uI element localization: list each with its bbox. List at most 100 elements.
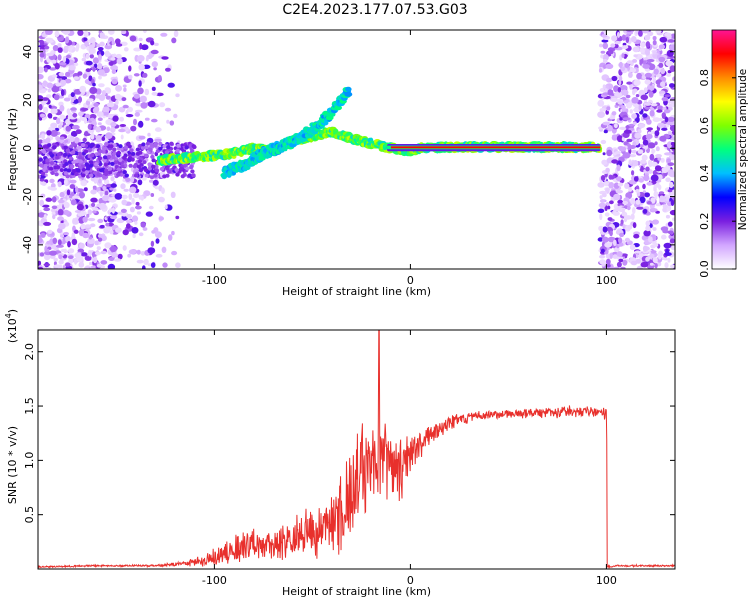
noise-cell	[85, 68, 92, 73]
noise-cell	[71, 232, 76, 239]
noise-cell	[658, 56, 666, 63]
noise-cell	[169, 141, 174, 146]
noise-cell	[103, 172, 109, 176]
noise-cell	[110, 127, 116, 133]
noise-cell	[88, 261, 93, 266]
noise-cell	[144, 153, 149, 158]
noise-cell	[90, 189, 97, 195]
noise-cell	[625, 108, 629, 113]
noise-cell	[135, 151, 141, 156]
noise-cell	[606, 263, 611, 268]
noise-cell	[123, 145, 129, 150]
noise-cell	[659, 135, 667, 142]
noise-cell	[64, 162, 69, 166]
noise-cell	[47, 229, 53, 234]
noise-cell	[143, 168, 148, 173]
noise-cell	[664, 32, 672, 37]
noise-cell	[176, 143, 181, 148]
noise-cell	[94, 207, 99, 211]
noise-cell	[38, 174, 41, 179]
noise-cell	[644, 106, 651, 110]
noise-cell	[78, 111, 84, 117]
noise-cell	[658, 191, 665, 195]
noise-cell	[185, 166, 190, 171]
noise-cell	[82, 73, 88, 79]
noise-cell	[55, 244, 64, 248]
noise-cell	[76, 188, 85, 193]
noise-cell	[88, 163, 94, 168]
noise-cell	[58, 265, 63, 269]
noise-cell	[83, 187, 88, 192]
noise-cell	[77, 71, 83, 76]
noise-cell	[88, 47, 95, 55]
noise-cell	[122, 104, 129, 109]
noise-cell	[83, 117, 88, 124]
noise-cell	[38, 73, 44, 80]
noise-cell	[46, 94, 52, 99]
noise-cell	[599, 213, 603, 221]
noise-cell	[44, 45, 50, 50]
noise-cell	[669, 44, 675, 51]
noise-cell	[89, 54, 95, 59]
noise-cell	[615, 189, 623, 194]
noise-cell	[652, 51, 657, 55]
noise-cell	[138, 37, 143, 42]
noise-cell	[150, 193, 155, 197]
noise-cell	[50, 129, 58, 137]
noise-cell	[645, 256, 650, 262]
noise-cell	[99, 32, 105, 39]
noise-cell	[624, 237, 631, 243]
noise-cell	[43, 207, 51, 212]
noise-cell	[123, 87, 127, 92]
noise-cell	[91, 202, 96, 207]
noise-cell	[118, 106, 126, 113]
noise-cell	[639, 42, 647, 48]
noise-cell	[648, 91, 654, 98]
noise-cell	[190, 169, 195, 174]
noise-cell	[184, 145, 189, 150]
noise-cell	[650, 103, 658, 107]
noise-cell	[41, 32, 46, 38]
x-axis-label: Height of straight line (km)	[282, 585, 431, 598]
noise-cell	[607, 205, 611, 210]
noise-cell	[147, 100, 156, 108]
noise-cell	[63, 97, 71, 102]
noise-cell	[640, 261, 649, 268]
noise-cell	[148, 147, 153, 152]
noise-cell	[630, 260, 638, 266]
noise-cell	[42, 149, 47, 154]
noise-cell	[38, 237, 43, 244]
noise-cell	[613, 85, 620, 93]
noise-cell	[629, 84, 633, 90]
ridge-line-core	[390, 146, 601, 149]
noise-cell	[599, 43, 603, 48]
noise-cell	[46, 240, 51, 245]
noise-cell	[662, 204, 668, 209]
noise-cell	[647, 31, 654, 37]
noise-cell	[41, 97, 50, 101]
noise-cell	[111, 151, 117, 156]
noise-cell	[89, 153, 95, 158]
noise-cell	[601, 39, 609, 43]
noise-cell	[72, 113, 78, 118]
noise-cell	[637, 149, 644, 154]
noise-cell	[150, 154, 155, 159]
noise-cell	[632, 121, 637, 126]
noise-cell	[101, 136, 106, 141]
noise-cell	[170, 191, 176, 198]
noise-cell	[171, 230, 175, 236]
noise-cell	[83, 37, 87, 42]
noise-cell	[96, 263, 103, 268]
noise-cell	[175, 215, 180, 220]
noise-cell	[85, 53, 90, 60]
noise-cell	[664, 262, 669, 269]
noise-cell	[129, 206, 135, 213]
noise-cell	[155, 92, 164, 97]
noise-cell	[633, 176, 639, 182]
noise-cell	[162, 262, 168, 268]
y-multiplier-exponent: 4	[4, 313, 13, 318]
noise-cell	[644, 34, 651, 41]
y-tick-label: 0.5	[23, 506, 36, 524]
noise-cell	[149, 179, 154, 183]
noise-cell	[180, 174, 185, 179]
